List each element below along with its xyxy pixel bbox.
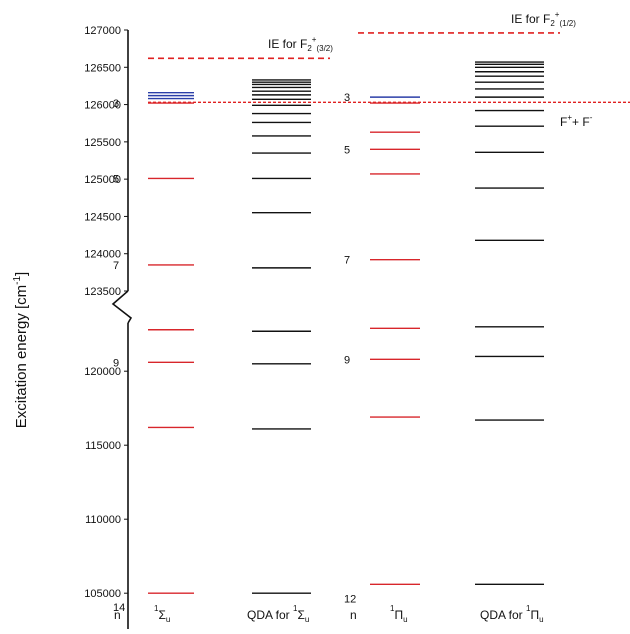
y-tick-label: 123500: [84, 286, 121, 298]
y-tick-label: 125000: [84, 174, 121, 186]
ie-1-2-label: IE for F2+(1/2): [511, 10, 576, 28]
n-label: 5: [113, 173, 119, 185]
n-label: 5: [344, 144, 350, 156]
y-tick-label: 110000: [85, 514, 121, 526]
ionization-limits: [148, 32, 630, 104]
y-tick-label: 124000: [84, 249, 121, 261]
col-pi-label: 1Πu: [390, 604, 408, 624]
y-tick-label: 125500: [84, 137, 121, 149]
y-tick-label: 124500: [84, 211, 121, 223]
col-qda-pi-label: QDA for 1Πu: [480, 604, 544, 624]
n-label: 7: [344, 255, 350, 267]
n-header: n: [114, 608, 121, 622]
n-label: 14: [113, 602, 125, 614]
y-tick-label: 105000: [84, 588, 121, 600]
n-label: 9: [113, 357, 119, 369]
n-label: 3: [344, 92, 350, 104]
y-axis-ticks: 127000 126500 126000 125500 125000 124500 1240…: [84, 25, 128, 600]
y-axis-title: Excitation energy [cm-1]: [12, 272, 30, 428]
col-qda-sigma-label: QDA for 1Σu: [247, 604, 309, 624]
f-plus-f-minus-label: F++ F-: [560, 113, 593, 129]
axis-break-mark: [111, 290, 133, 324]
y-tick-label: 127000: [84, 25, 121, 37]
y-tick-label: 126500: [84, 62, 121, 74]
energy-levels: [148, 61, 544, 594]
n-labels: 14 9 7 5 3 12 9 7 5 3: [113, 92, 356, 614]
col-sigma-label: 1Σu: [154, 604, 170, 624]
n-label: 3: [113, 98, 119, 110]
n-label: 12: [344, 593, 356, 605]
ie-3-2-label: IE for F2+(3/2): [268, 35, 333, 53]
y-tick-label: 126000: [84, 100, 121, 112]
n-header-pi: n: [350, 608, 357, 622]
n-label: 9: [344, 354, 350, 366]
y-tick-label: 115000: [85, 440, 121, 452]
n-label: 7: [113, 260, 119, 272]
y-tick-label: 120000: [84, 366, 121, 378]
